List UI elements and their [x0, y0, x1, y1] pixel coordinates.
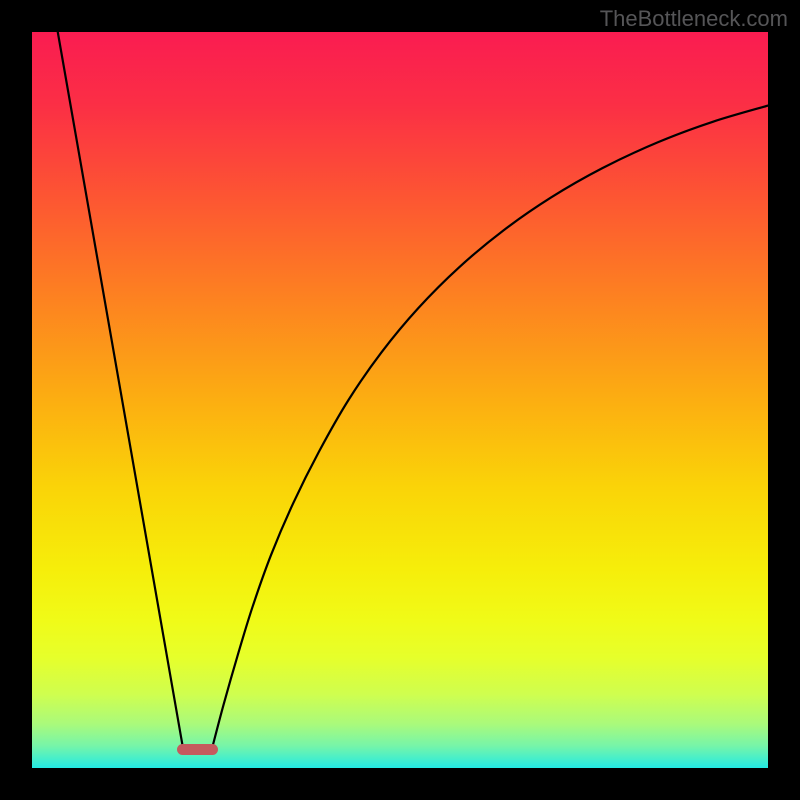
chart-curves: [32, 32, 768, 768]
notch-marker: [177, 744, 217, 756]
right-curve: [212, 106, 768, 748]
plot-area: [32, 32, 768, 768]
left-line: [58, 32, 183, 747]
chart-container: TheBottleneck.com: [0, 0, 800, 800]
watermark-text: TheBottleneck.com: [600, 6, 788, 32]
